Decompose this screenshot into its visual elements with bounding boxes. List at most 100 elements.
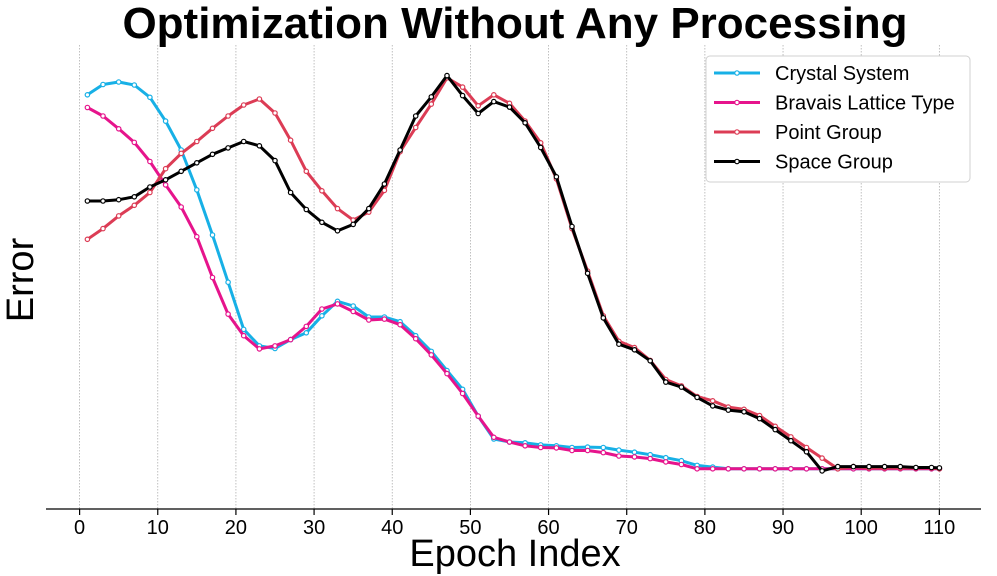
data-point-point-group	[319, 188, 325, 194]
data-point-space-group	[850, 463, 857, 470]
data-point-space-group	[662, 379, 669, 385]
data-point-space-group	[303, 206, 310, 213]
x-tick-label-40: 40	[381, 517, 403, 539]
data-point-bravais-lattice-type	[694, 465, 700, 472]
data-point-bravais-lattice-type	[631, 454, 638, 460]
data-point-point-group	[115, 213, 122, 219]
data-point-space-group	[397, 147, 403, 153]
legend-marker-bravais-lattice-type	[734, 99, 740, 106]
data-point-space-group	[381, 181, 388, 187]
x-tick-label-60: 60	[537, 517, 559, 539]
legend-marker-point-group	[734, 129, 740, 135]
data-point-space-group	[772, 426, 779, 433]
data-point-crystal-system	[162, 118, 169, 124]
data-point-point-group	[709, 397, 716, 404]
data-point-space-group	[412, 113, 419, 119]
data-point-point-group	[84, 236, 91, 243]
data-point-point-group	[303, 168, 310, 175]
legend-label-point-group: Point Group	[775, 122, 882, 144]
data-point-space-group	[131, 194, 138, 200]
data-point-space-group	[475, 110, 482, 117]
data-point-space-group	[522, 120, 528, 126]
data-point-space-group	[334, 228, 341, 234]
x-tick-label-10: 10	[147, 517, 169, 539]
data-point-space-group	[100, 198, 106, 204]
data-point-bravais-lattice-type	[600, 449, 607, 456]
data-point-crystal-system	[600, 444, 607, 451]
data-point-space-group	[365, 205, 372, 212]
data-point-crystal-system	[350, 303, 357, 309]
data-point-point-group	[131, 202, 138, 209]
chart-title: Optimization Without Any Processing	[122, 0, 907, 48]
legend: Crystal System Bravais Lattice Type Point …	[705, 55, 971, 183]
data-point-space-group	[84, 198, 91, 204]
data-point-bravais-lattice-type	[725, 465, 732, 472]
data-point-space-group	[225, 145, 231, 151]
grid-layer	[79, 45, 940, 509]
data-point-bravais-lattice-type	[522, 442, 528, 449]
series-layer	[84, 72, 943, 474]
data-point-point-group	[178, 150, 185, 157]
data-point-bravais-lattice-type	[194, 233, 200, 240]
data-point-bravais-lattice-type	[662, 459, 669, 465]
legend-label-bravais-lattice-type: Bravais Lattice Type	[775, 93, 955, 115]
data-point-space-group	[725, 407, 732, 413]
data-point-space-group	[115, 196, 122, 203]
data-point-crystal-system	[631, 449, 638, 456]
data-point-crystal-system	[240, 326, 247, 333]
x-tick-label-20: 20	[225, 517, 247, 539]
data-point-crystal-system	[147, 94, 153, 101]
data-point-bravais-lattice-type	[616, 453, 622, 459]
x-tick-label-90: 90	[772, 517, 794, 539]
data-point-space-group	[600, 315, 607, 321]
data-point-point-group	[194, 138, 200, 145]
data-point-bravais-lattice-type	[100, 113, 106, 119]
data-point-space-group	[287, 189, 294, 196]
data-point-bravais-lattice-type	[537, 444, 544, 451]
data-point-space-group	[428, 94, 435, 100]
data-point-crystal-system	[131, 82, 138, 88]
data-point-point-group	[240, 102, 247, 108]
data-point-point-group	[428, 101, 435, 107]
x-tick-layer: 0 10 20 30 40 50 60 70 80 90 100 110	[74, 509, 955, 539]
data-point-space-group	[162, 177, 169, 183]
data-point-space-group	[866, 463, 872, 470]
data-point-point-group	[272, 110, 278, 116]
data-point-crystal-system	[115, 79, 122, 85]
data-point-space-group	[788, 437, 794, 444]
data-point-space-group	[147, 184, 153, 190]
legend-marker-space-group	[734, 158, 740, 165]
data-point-bravais-lattice-type	[647, 455, 654, 462]
data-point-bravais-lattice-type	[584, 447, 591, 454]
data-point-space-group	[819, 468, 825, 474]
x-tick-label-50: 50	[459, 517, 481, 539]
data-point-bravais-lattice-type	[772, 465, 779, 472]
data-point-crystal-system	[194, 187, 200, 193]
data-point-bravais-lattice-type	[490, 434, 497, 441]
data-point-space-group	[928, 464, 935, 471]
x-tick-label-100: 100	[845, 517, 878, 539]
data-point-bravais-lattice-type	[84, 104, 91, 111]
data-point-space-group	[913, 464, 919, 471]
data-point-bravais-lattice-type	[459, 390, 466, 397]
data-point-space-group	[459, 92, 466, 99]
data-point-bravais-lattice-type	[256, 346, 263, 352]
data-point-point-group	[334, 205, 341, 212]
data-point-space-group	[709, 403, 716, 409]
data-point-space-group	[209, 151, 216, 158]
data-point-bravais-lattice-type	[319, 306, 325, 312]
data-point-bravais-lattice-type	[709, 465, 716, 472]
data-point-space-group	[350, 221, 357, 228]
data-point-bravais-lattice-type	[303, 323, 310, 330]
data-point-bravais-lattice-type	[678, 461, 685, 468]
data-point-bravais-lattice-type	[209, 274, 216, 281]
data-point-space-group	[178, 168, 185, 175]
data-point-bravais-lattice-type	[240, 332, 247, 339]
data-point-bravais-lattice-type	[756, 465, 763, 472]
data-point-space-group	[240, 138, 247, 145]
x-tick-label-30: 30	[303, 517, 325, 539]
data-point-space-group	[897, 463, 904, 470]
data-point-space-group	[319, 219, 325, 226]
data-point-bravais-lattice-type	[741, 465, 747, 472]
